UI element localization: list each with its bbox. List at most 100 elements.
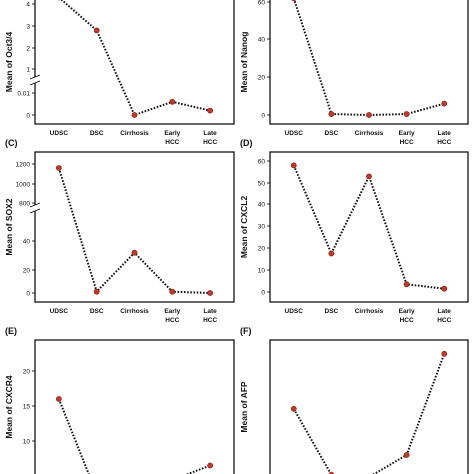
data-point (169, 288, 176, 295)
chart-panel-cxcr4: 5101520Mean of CXCR4(E) (4, 326, 235, 474)
data-point (403, 452, 410, 458)
y-tick-label: 20 (258, 74, 266, 81)
y-tick-label: 50 (258, 180, 266, 187)
x-tick-label: Early HCC (164, 130, 180, 146)
y-tick-label: 20 (258, 245, 266, 252)
data-point (93, 288, 100, 295)
y-tick-label: 40 (23, 238, 31, 245)
x-tick-label: Cirrhosis (120, 308, 149, 315)
data-point (169, 98, 176, 105)
y-tick-label: 1 (26, 66, 30, 73)
panel-letter: (C) (5, 138, 18, 148)
panel-letter: (D) (240, 138, 253, 148)
chart-panel-oct34: 0 0.01 1 2 3 4 Mean of Oct3/4 UDSC DSC Cirrhosis E… (4, 0, 235, 146)
y-tick-label: 0 (261, 112, 265, 119)
y-axis-label: Mean of Oct3/4 (4, 32, 14, 93)
x-tick-label: Cirrhosis (355, 130, 384, 137)
y-tick-label: 10 (23, 438, 31, 445)
axis-break-mark (29, 74, 41, 80)
plot-frame (269, 0, 469, 125)
y-tick-label: 10 (258, 267, 266, 274)
y-tick-label: 20 (23, 267, 31, 274)
x-tick-label: UDSC (50, 308, 69, 315)
data-point (131, 112, 138, 118)
data-point (290, 162, 297, 169)
y-tick-label: 15 (23, 403, 31, 410)
y-tick-label: 3 (26, 23, 30, 30)
plot-frame (34, 339, 235, 474)
axis-break-gap (30, 205, 40, 211)
data-point (291, 0, 297, 2)
y-tick-label: 1000 (16, 181, 31, 188)
x-tick-label: Late HCC (437, 130, 451, 146)
y-axis-label: Mean of SOX2 (4, 198, 14, 255)
chart-panel-nanog: 020406080Mean of NanogUDSCDSCCirrhosisEa… (239, 0, 469, 146)
y-tick-label: 2 (26, 45, 30, 52)
data-point (328, 111, 335, 117)
series-line (60, 0, 211, 117)
y-tick-label: 0 (26, 290, 30, 297)
y-tick-label: 20 (23, 368, 31, 375)
x-tick-label: UDSC (285, 130, 304, 137)
plot-frame (269, 151, 469, 303)
panel-letter: (F) (240, 326, 252, 336)
x-tick-label: DSC (90, 308, 104, 315)
y-tick-label: 40 (258, 201, 266, 208)
panel-letter: (E) (5, 326, 17, 336)
data-point (131, 249, 138, 256)
plot-frame (34, 151, 235, 303)
chart-panel-sox2: 0 20 40 800 1000 1200 Mean of SOX2 (C) UDSC DSC Ci… (4, 138, 235, 324)
chart-panel-cxcl2: 0 10 20 30 40 50 60 Mean of CXCL2 (D) UDSC DSC Cirr… (239, 138, 469, 324)
axis-break-mark (29, 80, 41, 86)
series-line (57, 167, 211, 294)
series-line (292, 353, 446, 474)
data-point (55, 396, 62, 402)
x-tick-label: Early HCC (164, 308, 180, 324)
x-tick-label: Late HCC (203, 308, 217, 324)
data-point (290, 405, 297, 412)
x-tick-label: Late HCC (437, 308, 451, 324)
x-tick-label: Early HCC (399, 308, 415, 324)
chart-panel-afp: Mean of AFP (F) (239, 326, 469, 474)
y-tick-label: 60 (258, 0, 266, 6)
y-tick-label: 30 (258, 223, 266, 230)
y-tick-label: 0.01 (17, 90, 30, 97)
y-axis-label: Mean of AFP (239, 381, 249, 432)
data-point (441, 100, 448, 107)
data-point (366, 112, 372, 118)
y-tick-label: 800 (19, 200, 30, 207)
series-line (292, 165, 445, 290)
axis-break-mark (29, 208, 41, 214)
x-tick-label: UDSC (285, 308, 304, 315)
data-point (93, 27, 100, 34)
y-axis-label: Mean of CXCL2 (239, 196, 249, 259)
x-tick-label: Late HCC (203, 130, 217, 146)
y-tick-label: 40 (258, 36, 266, 43)
plot-frame (34, 0, 235, 125)
y-tick-label: 0 (26, 112, 30, 119)
data-point (403, 281, 410, 288)
y-tick-label: 0 (261, 289, 265, 296)
x-tick-label: DSC (90, 130, 104, 137)
y-axis-label: Mean of Nanog (239, 32, 249, 93)
y-axis-label: Mean of CXCR4 (4, 375, 14, 439)
x-tick-label: Cirrhosis (355, 308, 384, 315)
data-point (328, 250, 335, 257)
x-tick-label: UDSC (50, 130, 69, 137)
data-point (403, 111, 410, 117)
x-tick-label: DSC (325, 130, 339, 137)
data-point (207, 462, 214, 469)
x-tick-label: DSC (325, 308, 339, 315)
plot-frame (269, 339, 469, 474)
axis-break-mark (29, 202, 41, 208)
series-line (293, 0, 445, 117)
x-tick-label: Early HCC (399, 130, 415, 146)
data-point (441, 285, 448, 292)
x-tick-label: Cirrhosis (120, 130, 149, 137)
y-tick-label: 1200 (16, 161, 31, 168)
y-tick-label: 60 (258, 158, 266, 165)
series-line (57, 398, 211, 474)
y-tick-label: 4 (26, 1, 30, 8)
data-point (207, 107, 214, 114)
data-point (366, 173, 372, 180)
